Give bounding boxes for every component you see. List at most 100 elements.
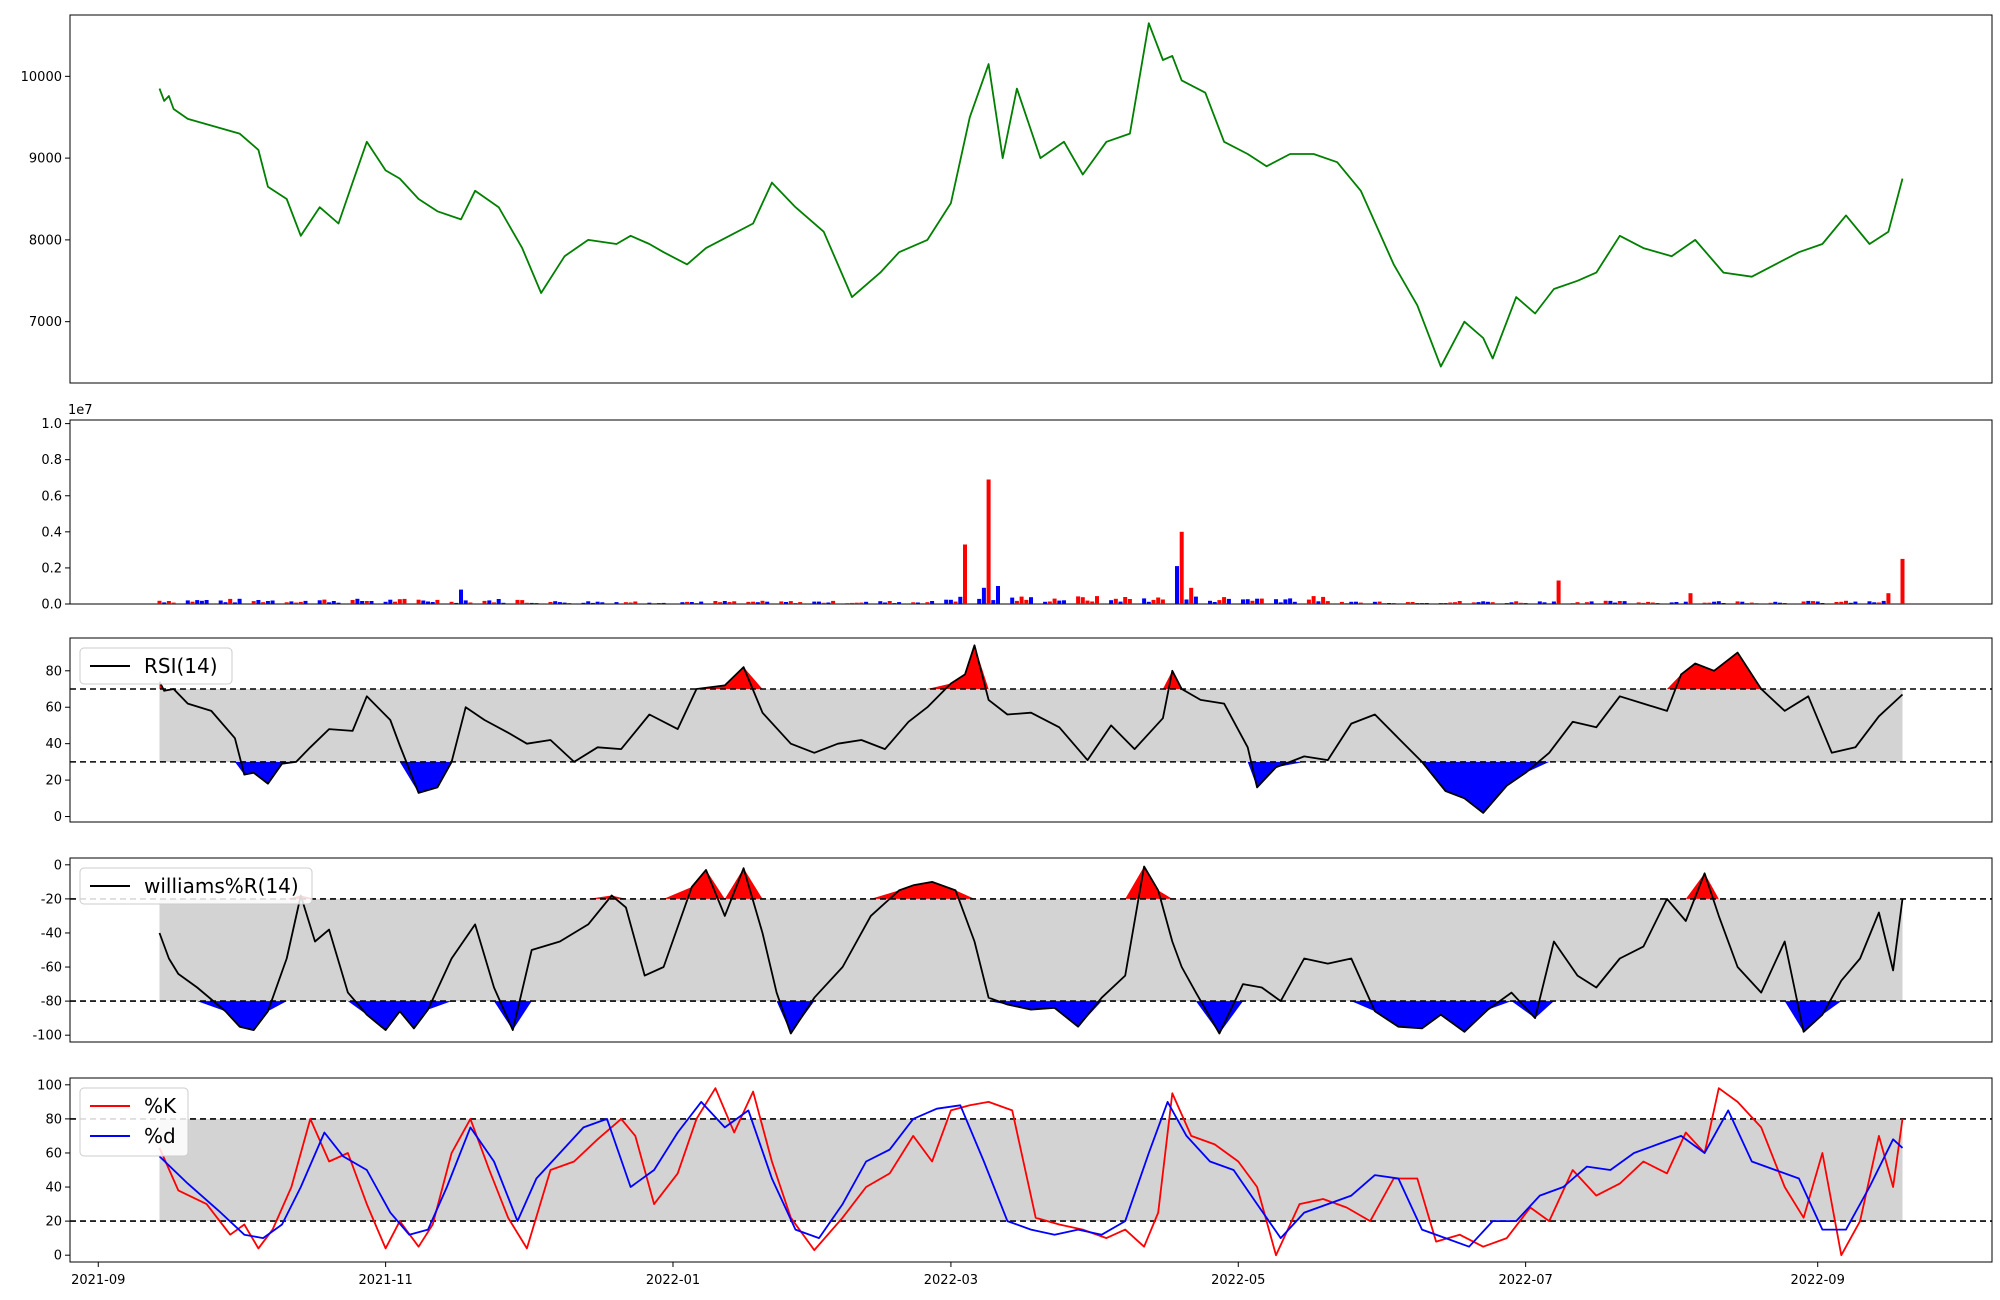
volume-ytick-label: 0.8 <box>41 453 62 468</box>
volume-bar <box>760 600 765 604</box>
volume-bar <box>628 602 633 604</box>
rsi-line <box>158 644 1904 814</box>
volume-bar <box>1806 600 1811 604</box>
volume-bar <box>548 602 553 604</box>
volume-bar <box>1113 598 1118 604</box>
volume-bar <box>1679 603 1684 604</box>
stochastic-panel: 0 20 40 60 80 100 %K %d 2021-09 2021-11 2022-01 202… <box>37 1077 1993 1288</box>
volume-bar <box>991 600 996 604</box>
volume-bar <box>727 602 732 604</box>
volume-bar <box>633 601 638 604</box>
volume-bar <box>524 602 529 604</box>
x-tick-label: 2021-09 <box>71 1273 125 1288</box>
volume-bar <box>751 601 756 604</box>
volume-bar <box>1504 603 1509 604</box>
volume-bar <box>1306 599 1311 604</box>
volume-bar <box>765 601 770 604</box>
volume-bar <box>1208 600 1212 604</box>
volume-bar <box>1047 601 1052 604</box>
volume-bar <box>1288 598 1293 604</box>
volume-bar <box>1509 602 1514 604</box>
volume-bar <box>1490 602 1495 604</box>
volume-bar <box>1476 602 1481 604</box>
price-frame <box>69 14 1993 384</box>
volume-bar <box>1325 601 1330 604</box>
volume-bar <box>327 602 332 604</box>
volume-bar <box>322 599 327 604</box>
volume-bar <box>1778 602 1782 604</box>
volume-bar <box>383 601 388 604</box>
price-line <box>158 22 1904 368</box>
volume-ytick-label: 0.6 <box>41 489 62 504</box>
volume-bar <box>647 602 652 604</box>
rsi-band <box>159 689 1903 762</box>
stochastic-legend-label: %d <box>144 1124 176 1148</box>
volume-bar <box>713 601 718 604</box>
volume-bar <box>1448 602 1453 604</box>
volume-bar <box>449 601 454 604</box>
volume-bar <box>1820 603 1825 604</box>
volume-bar <box>1787 603 1792 604</box>
volume-bar <box>915 602 920 604</box>
volume-bar <box>1212 602 1217 604</box>
stochastic-legend-label: %K <box>144 1094 177 1118</box>
volume-bar <box>986 479 991 604</box>
volume-bar <box>421 600 426 604</box>
williams-frame <box>69 857 1993 1043</box>
volume-bar <box>718 602 723 604</box>
volume-bar <box>1226 598 1231 604</box>
volume-bar <box>1523 603 1528 604</box>
volume-bar <box>468 602 473 604</box>
rsi-legend-box <box>79 647 233 685</box>
volume-bar <box>284 602 289 604</box>
volume-bar <box>722 601 727 604</box>
rsi-legend: RSI(14) <box>79 647 233 685</box>
price-ytick-label: 10000 <box>21 70 62 85</box>
volume-bar <box>1453 602 1457 604</box>
x-tick-label: 2022-07 <box>1498 1273 1552 1288</box>
volume-bar <box>699 601 704 604</box>
volume-bar <box>1589 601 1594 604</box>
volume-bar <box>812 601 817 604</box>
williams-line <box>158 865 1904 1035</box>
volume-bar <box>1142 598 1147 604</box>
volume-bar <box>619 603 624 604</box>
volume-bar <box>897 602 902 604</box>
volume-bar <box>944 599 949 604</box>
volume-bar <box>534 603 539 604</box>
stochastic-ytick-label: 60 <box>45 1146 62 1161</box>
volume-bar <box>1881 600 1886 604</box>
x-tick-label: 2022-01 <box>646 1273 700 1288</box>
volume-bar <box>1080 597 1085 604</box>
volume-bar <box>1735 601 1740 604</box>
volume-bar <box>925 602 930 604</box>
volume-bar <box>331 601 336 604</box>
volume-bar <box>416 599 421 604</box>
volume-bar <box>430 602 435 604</box>
williams-ytick-label: -60 <box>41 961 62 976</box>
volume-bar <box>779 601 784 604</box>
volume-bar <box>1613 602 1618 604</box>
volume-bar <box>1156 597 1161 604</box>
volume-bar <box>685 601 690 604</box>
volume-bar <box>166 601 171 604</box>
volume-bar <box>1278 602 1283 604</box>
volume-bar <box>1646 601 1651 604</box>
volume-bar <box>369 601 374 604</box>
stochastic-ytick-label: 100 <box>37 1078 62 1093</box>
volume-bar <box>360 601 365 604</box>
volume-bar <box>878 601 883 604</box>
rsi-overbought-fill <box>159 645 1903 689</box>
volume-bar <box>1853 601 1858 604</box>
volume-bar <box>298 601 303 604</box>
volume-bar <box>1674 602 1679 604</box>
volume-bar <box>1250 600 1255 604</box>
volume-bar <box>553 601 558 604</box>
volume-bar <box>1551 601 1556 604</box>
volume-bar <box>336 602 341 604</box>
volume-bar <box>501 602 506 604</box>
volume-bar <box>317 600 322 604</box>
price-panel: 7000 8000 9000 10000 <box>21 14 1993 384</box>
volume-bar <box>515 599 520 604</box>
